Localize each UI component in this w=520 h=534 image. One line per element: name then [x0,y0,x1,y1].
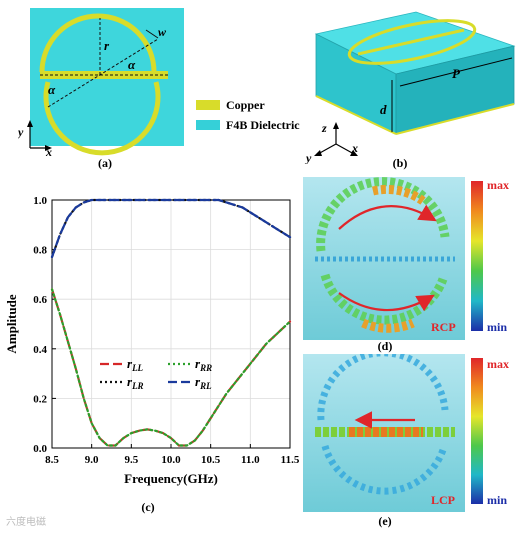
colorbar-max-e: max [487,357,509,371]
colorbar-max-d: max [487,178,509,192]
rotation-arrow-upper-d [338,204,437,230]
axis-label-x: x [45,145,52,156]
colorbar-d [471,181,483,331]
panel-e-surface-current-lcp: LCP max min [303,354,509,512]
dielectric-swatch [196,120,220,130]
label-r: r [104,38,110,53]
upper-arc-current-d [316,177,450,252]
axis-triad-xyz [314,122,358,156]
legend-label-dielectric: F4B Dielectric [226,117,300,132]
legend-label: rLR [127,374,144,391]
y-tick-label: 0.6 [33,294,47,306]
label-alpha-top: α [128,57,136,72]
copper-lower-split-ring [43,81,161,156]
copper-upper-split-ring [39,13,157,73]
panel-d-surface-current-rcp: RCP max min [303,177,509,340]
caption-c: (c) [141,500,155,514]
chart-series [50,198,292,447]
label-w: w [158,25,167,39]
caption-e: (e) [378,514,392,528]
chart-legend: rLL rRR rLR rRL [100,356,212,391]
copper-ground-edge-left [315,95,397,135]
x-tick-label: 8.5 [45,454,59,466]
x-tick-label: 11.5 [281,454,300,466]
y-tick-label: 0.2 [33,393,47,405]
y-tick-label: 0.0 [33,443,47,455]
y-axis-label: Amplitude [4,294,19,353]
y-tick-label: 0.8 [33,245,47,257]
axis-triad-xy [27,120,52,151]
copper-strip-3d [357,28,465,56]
chart-ticks: 8.5 9.0 9.5 10.0 10.5 11.0 11.5 0.0 0.2 0.4 0.6 0.8… [33,195,300,466]
legend-item-copper: Copper [196,97,300,113]
copper-center-strip [40,71,168,79]
x-tick-label: 9.5 [124,454,138,466]
label-alpha-bottom: α [48,82,56,97]
axis-label-y3d: y [304,151,312,164]
panel-b-unit-cell-3d: P d z y x [304,11,516,164]
copper-ground-edge [395,103,515,135]
colorbar-min-d: min [487,320,507,334]
axis-label-x3d: x [351,141,358,155]
mode-label-rcp: RCP [431,320,456,334]
caption-d: (d) [377,339,393,353]
caption-b: (b) [392,156,408,170]
label-d: d [380,102,387,117]
caption-a: (a) [98,156,112,170]
x-tick-label: 10.5 [201,454,221,466]
upper-arc-hot-d [371,184,426,205]
watermark: 六度电磁 [6,517,46,528]
series-line-r-rl [50,198,292,259]
y-tick-label: 0.4 [33,344,47,356]
copper-ring-3d [347,19,477,65]
colorbar-e [471,358,483,504]
axis-label-y: y [18,125,24,139]
copper-swatch [196,100,220,110]
series-line-r-rr [50,288,292,447]
label-P: P [452,66,461,81]
x-tick-label: 10.0 [161,454,181,466]
y-tick-label: 1.0 [33,195,47,207]
material-legend: Copper F4B Dielectric [196,97,300,133]
legend-label: rRL [195,374,212,391]
panel-c-amplitude-chart: 8.5 9.0 9.5 10.0 10.5 11.0 11.5 0.0 0.2 0.4 0.6 0.8… [4,195,300,486]
dimension-line-P [399,57,513,87]
lower-arc-hot-d [361,318,415,333]
width-marker-w [145,29,159,39]
legend-label: rLL [127,356,144,373]
legend-label: rRR [195,356,212,373]
x-axis-label: Frequency(GHz) [124,471,218,486]
diagonal-dashed-line [47,38,159,108]
axis-label-z: z [321,121,327,135]
rotation-arrow-lower-d [338,292,435,312]
panel-a-unit-cell-top-view: r w α α y x [18,8,184,156]
legend-item-dielectric: F4B Dielectric [196,117,300,133]
x-tick-label: 11.0 [241,454,260,466]
legend-label-copper: Copper [226,97,265,112]
x-tick-label: 9.0 [85,454,99,466]
mode-label-lcp: LCP [431,493,455,507]
colorbar-min-e: min [487,493,507,507]
